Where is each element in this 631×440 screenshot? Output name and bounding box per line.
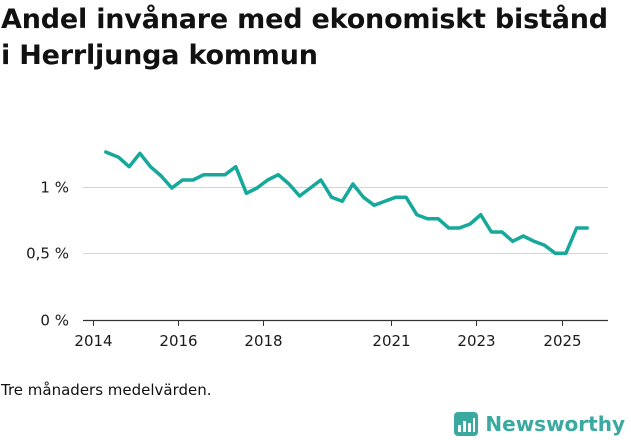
y-tick-label: 0 %	[40, 312, 69, 330]
x-tick-label: 2023	[457, 332, 495, 350]
brand-name: Newsworthy	[485, 412, 625, 436]
chart-title: Andel invånare med ekonomiskt bistånd i …	[1, 4, 608, 71]
y-axis-tick-labels: 0 % 0,5 % 1 %	[26, 179, 69, 330]
y-tick-label: 1 %	[40, 179, 69, 197]
x-axis: 2014 2016 2018 2021 2023 2025	[74, 320, 582, 350]
x-tick-label: 2018	[244, 332, 282, 350]
newsworthy-logo: Newsworthy	[454, 408, 625, 440]
x-tick-label: 2016	[159, 332, 197, 350]
series-layer	[104, 150, 589, 256]
y-tick-label: 0,5 %	[26, 245, 69, 263]
series-line	[104, 150, 589, 256]
x-tick-label: 2025	[543, 332, 581, 350]
footnote: Tre månaders medelvärden.	[1, 381, 212, 399]
x-tick-label: 2014	[74, 332, 112, 350]
x-tick-label: 2021	[372, 332, 410, 350]
grid-lines	[83, 187, 608, 322]
bar-chart-logo-icon	[454, 412, 479, 436]
